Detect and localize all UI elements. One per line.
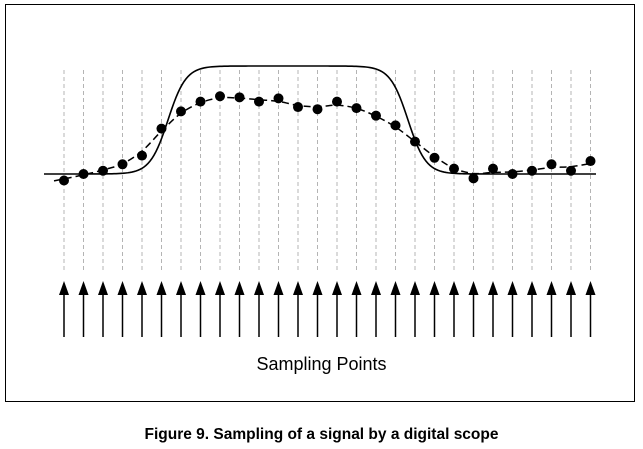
sampling-arrow bbox=[507, 281, 518, 337]
sample-dot bbox=[332, 96, 342, 107]
sample-dot bbox=[449, 163, 459, 174]
sample-dot bbox=[390, 120, 401, 131]
sample-dot bbox=[527, 165, 537, 176]
sample-dot bbox=[566, 165, 576, 176]
sample-dot bbox=[293, 102, 303, 113]
sample-dot bbox=[117, 159, 128, 170]
sample-dot bbox=[488, 163, 498, 174]
sampling-arrow bbox=[390, 281, 401, 337]
sampling-arrow bbox=[156, 281, 167, 337]
sampling-arrow bbox=[429, 281, 440, 337]
sample-dot bbox=[137, 150, 147, 161]
sample-dot bbox=[215, 91, 225, 102]
sample-dot bbox=[195, 96, 206, 107]
sample-dot bbox=[585, 156, 596, 167]
figure-caption: Figure 9. Sampling of a signal by a digi… bbox=[144, 426, 499, 443]
sampling-arrow bbox=[488, 281, 498, 337]
sample-dot bbox=[78, 169, 89, 179]
sampling-arrow bbox=[59, 281, 69, 337]
sample-dot bbox=[156, 123, 167, 134]
sample-dot bbox=[410, 136, 420, 147]
sampling-arrow bbox=[546, 281, 557, 337]
sampling-arrow bbox=[585, 281, 596, 337]
true-signal-curve bbox=[44, 65, 596, 175]
sample-dots bbox=[59, 91, 596, 186]
sampling-arrow bbox=[78, 281, 89, 337]
sampling-arrow bbox=[468, 281, 479, 337]
sample-dot bbox=[254, 96, 264, 107]
figure-frame bbox=[5, 4, 635, 402]
sampling-arrow bbox=[449, 281, 459, 337]
sample-dot bbox=[98, 165, 108, 176]
sample-dot bbox=[351, 103, 362, 114]
sampling-arrow bbox=[176, 281, 186, 337]
sampling-arrow bbox=[527, 281, 537, 337]
sampling-arrows bbox=[59, 281, 596, 337]
sampling-arrow bbox=[312, 281, 323, 337]
sample-dot bbox=[273, 93, 284, 104]
sampling-arrow bbox=[195, 281, 206, 337]
sampling-arrow bbox=[234, 281, 245, 337]
sampling-arrow bbox=[410, 281, 420, 337]
sample-dot bbox=[507, 169, 518, 179]
sampling-arrow bbox=[98, 281, 108, 337]
sample-dot bbox=[546, 159, 557, 170]
sample-dot bbox=[176, 106, 186, 117]
sampling-arrow bbox=[371, 281, 381, 337]
sample-dot bbox=[429, 152, 440, 163]
sampling-arrow bbox=[254, 281, 264, 337]
sampling-arrow bbox=[566, 281, 576, 337]
sampling-arrow bbox=[351, 281, 362, 337]
sampling-points-label: Sampling Points bbox=[256, 354, 387, 374]
sample-dot bbox=[234, 92, 245, 103]
reconstructed-signal-curve bbox=[53, 96, 591, 182]
sampling-arrow bbox=[117, 281, 128, 337]
sample-dot bbox=[59, 175, 69, 186]
sampling-arrow bbox=[273, 281, 284, 337]
sampling-arrow bbox=[137, 281, 147, 337]
sample-dot bbox=[312, 104, 323, 115]
sampling-arrow bbox=[293, 281, 303, 337]
sample-dot bbox=[371, 110, 381, 121]
sample-dot bbox=[468, 173, 479, 184]
sampling-arrow bbox=[215, 281, 225, 337]
sampling-arrow bbox=[332, 281, 342, 337]
